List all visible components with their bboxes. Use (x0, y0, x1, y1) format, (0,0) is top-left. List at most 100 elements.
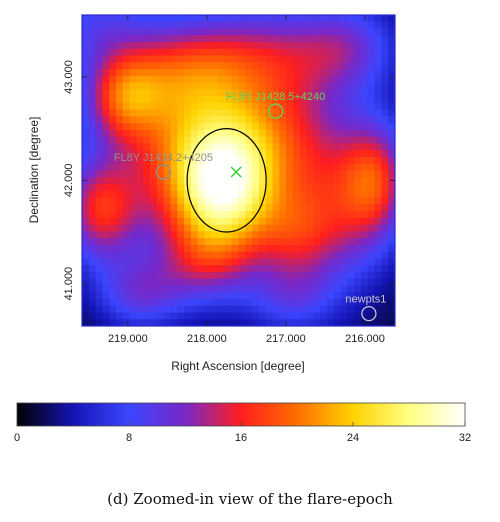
heatmap-cell (109, 184, 117, 192)
heatmap-cell (231, 129, 240, 138)
heatmap-cell (224, 96, 233, 104)
heatmap-cell (374, 35, 382, 43)
heatmap-cell (143, 190, 151, 199)
heatmap-cell (313, 231, 321, 239)
heatmap-cell (197, 123, 206, 131)
heatmap-cell (245, 177, 253, 185)
heatmap-cell (150, 156, 158, 165)
heatmap-cell (340, 150, 348, 158)
heatmap-cell (129, 35, 138, 43)
heatmap-cell (245, 136, 253, 145)
heatmap-cell (299, 298, 308, 307)
heatmap-cell (367, 224, 376, 232)
heatmap-cell (272, 42, 280, 50)
heatmap-cell (129, 271, 138, 280)
heatmap-cell (95, 143, 104, 151)
heatmap-cell (170, 298, 178, 307)
heatmap-cell (150, 251, 158, 259)
heatmap-cell (292, 190, 301, 199)
heatmap-cell (143, 55, 151, 63)
heatmap-cell (136, 129, 144, 138)
heatmap-cell (265, 319, 274, 326)
heatmap-cell (88, 258, 97, 266)
heatmap-cell (218, 129, 226, 138)
heatmap-cell (190, 305, 199, 314)
heatmap-cell (184, 319, 192, 326)
heatmap-cell (238, 69, 246, 77)
heatmap-cell (82, 48, 90, 57)
heatmap-cell (374, 55, 382, 63)
heatmap-cell (238, 62, 246, 70)
heatmap-cell (320, 278, 328, 287)
heatmap-cell (170, 231, 178, 239)
heatmap-cell (163, 55, 172, 63)
heatmap-cell (177, 298, 185, 307)
heatmap-cell (258, 285, 267, 293)
heatmap-cell (95, 42, 104, 50)
heatmap-cell (333, 42, 342, 50)
heatmap-cell (116, 96, 124, 104)
heatmap-cell (279, 42, 287, 50)
heatmap-cell (150, 143, 158, 151)
heatmap-cell (204, 217, 212, 226)
heatmap-cell (367, 136, 376, 145)
heatmap-cell (143, 69, 151, 77)
heatmap-cell (340, 271, 348, 280)
heatmap-cell (218, 292, 226, 300)
heatmap-cell (306, 285, 314, 293)
heatmap-cell (109, 129, 117, 138)
heatmap-cell (313, 244, 321, 253)
heatmap-cell (204, 238, 212, 246)
heatmap-cell (82, 89, 90, 97)
heatmap-cell (306, 55, 314, 63)
heatmap-cell (292, 298, 301, 307)
heatmap-cell (381, 150, 389, 158)
heatmap-cell (224, 312, 233, 320)
heatmap-cell (272, 136, 280, 145)
heatmap-cell (184, 238, 192, 246)
heatmap-cell (367, 271, 376, 280)
heatmap-cell (258, 75, 267, 84)
heatmap-cell (218, 156, 226, 165)
heatmap-cell (129, 75, 138, 84)
heatmap-cell (272, 89, 280, 97)
heatmap-cell (265, 48, 274, 57)
heatmap-cell (122, 42, 131, 50)
heatmap-cell (360, 312, 369, 320)
heatmap-cell (381, 163, 389, 172)
heatmap-cell (129, 143, 138, 151)
heatmap-cell (95, 156, 104, 165)
heatmap-cell (320, 156, 328, 165)
heatmap-cell (367, 109, 376, 118)
heatmap-cell (265, 251, 274, 259)
heatmap-cell (320, 55, 328, 63)
heatmap-cell (333, 89, 342, 97)
heatmap-cell (299, 278, 308, 287)
heatmap-cell (197, 89, 206, 97)
heatmap-cell (299, 28, 308, 36)
heatmap-cell (272, 271, 280, 280)
heatmap-cell (313, 28, 321, 36)
heatmap-cell (177, 184, 185, 192)
heatmap-cell (326, 109, 335, 118)
heatmap-cell (170, 251, 178, 259)
heatmap-cell (292, 244, 301, 253)
heatmap-cell (354, 163, 362, 172)
heatmap-cell (218, 28, 226, 36)
heatmap-cell (326, 312, 335, 320)
heatmap-cell (109, 312, 117, 320)
heatmap-cell (292, 305, 301, 314)
heatmap-cell (129, 102, 138, 111)
heatmap-cell (326, 116, 335, 124)
heatmap-cell (129, 96, 138, 104)
heatmap-cell (333, 292, 342, 300)
heatmap-cell (163, 143, 172, 151)
heatmap-cell (211, 163, 219, 172)
heatmap-cell (381, 96, 389, 104)
heatmap-cell (109, 136, 117, 145)
heatmap-cell (102, 271, 110, 280)
heatmap-cell (211, 211, 219, 219)
heatmap-cell (88, 211, 97, 219)
heatmap-cell (218, 48, 226, 57)
heatmap-cell (367, 170, 376, 178)
